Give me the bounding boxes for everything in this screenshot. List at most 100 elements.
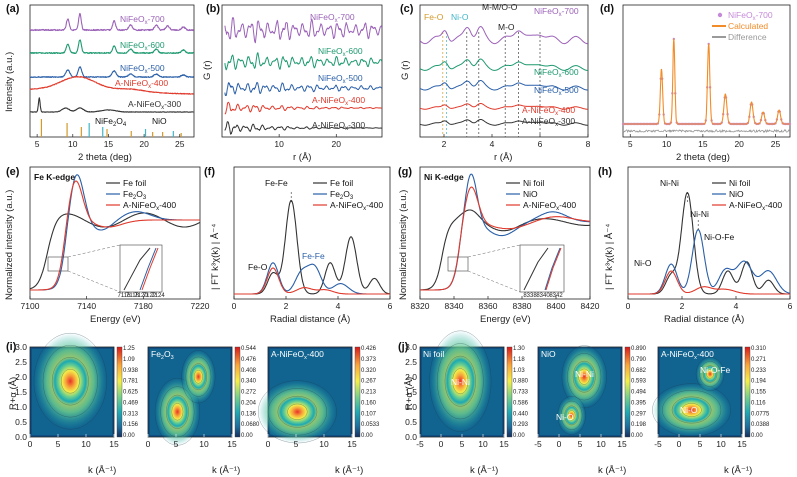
panel-f: (f) | FT k³χ(k) | Å⁻⁴ Radial distance (Å… <box>204 166 393 325</box>
g-inset-ni-foil <box>523 247 549 291</box>
e-ticklabel-7100: 7100 <box>21 301 40 311</box>
j-ytick-2.5: 2.5 <box>405 357 417 367</box>
a-label-700: NiFeOx-700 <box>120 14 165 26</box>
j-colorbar-3-tick-1: 0.271 <box>751 357 767 363</box>
panel-b: (b) G (r) r (Å) 10 20 NiFeOx-700 NiFeOx-6… <box>202 3 383 163</box>
g-inset-ticklabel-8338: 8338 <box>523 293 537 299</box>
j-map-2-contour-1-3 <box>560 400 583 430</box>
d-ticklabel-20: 20 <box>734 139 744 149</box>
i-colorbar-3-tick-4: 0.213 <box>361 390 377 396</box>
panel-d-xticks: 5 10 15 20 25 <box>628 134 780 149</box>
panel-b-xticks: 10 20 <box>274 134 341 149</box>
panel-j-ylabel: R+α (Å) <box>404 377 415 410</box>
panel-f-xticks: 0 2 4 6 <box>232 296 393 311</box>
g-inset-curves <box>523 247 562 291</box>
i-colorbar-3-tick-7: 0.0533 <box>361 422 380 428</box>
b-ticklabel-20: 20 <box>332 139 342 149</box>
c-label-400: A-NiFeOx-400 <box>522 105 575 117</box>
a-series-anifeox-300 <box>29 97 194 113</box>
b-label-700: NiFeOx-700 <box>310 12 355 24</box>
j-map-1: 1.30 1.18 1.03 0.880 0.733 0.586 0.440 0.293 0.0… <box>405 330 529 449</box>
h-annot-niofe: Ni-O-Fe <box>704 232 734 242</box>
panel-f-frame <box>233 166 391 300</box>
a-label-500: NiFeOx-500 <box>120 63 165 75</box>
panel-f-ylabel: | FT k³χ(k) | Å⁻⁴ <box>210 224 221 290</box>
panel-g-curves <box>420 173 591 291</box>
panel-e-curves <box>29 174 201 291</box>
i-map-2-contour-0-1 <box>171 403 184 421</box>
j-colorbar-1-tick-5: 0.586 <box>513 400 529 406</box>
panel-i-maps: 1.25 1.09 0.938 0.781 0.625 0.469 0.313 0.156 0.… <box>15 333 380 449</box>
h-legend-nio: NiO <box>729 189 744 199</box>
f-series-anifeox-400 <box>233 267 391 295</box>
c-annot-nio: Ni-O <box>451 12 469 22</box>
i-colorbar-3-tick-1: 0.373 <box>361 357 377 363</box>
a-label-600: NiFeOx-600 <box>120 40 165 52</box>
f-legend-fe2o3: Fe2O3 <box>330 189 354 201</box>
g-title: Ni K-edge <box>424 172 464 182</box>
j-map-1-contour-0-3 <box>437 343 484 420</box>
d-difference-line <box>622 129 790 133</box>
b-label-500: NiFeOx-500 <box>318 73 363 85</box>
panel-c-xticks: 2 4 6 8 <box>442 134 591 149</box>
c-series-nifeox-600 <box>419 58 588 71</box>
panel-j-xlabel-3: k (Å⁻¹) <box>724 465 752 476</box>
f-ticklabel-4: 4 <box>336 301 341 311</box>
j-map-1-title: Ni foil <box>423 349 444 359</box>
e-inset-ticklabel-7120: 7120 <box>134 293 148 299</box>
c-annot-mm: M-M/O-O <box>482 2 518 12</box>
i-colorbar-2-tick-2: 0.408 <box>241 368 257 374</box>
e-inset-fe2o3 <box>139 247 157 291</box>
panel-i-label: (i) <box>6 341 17 353</box>
j-map-2-contour-0-2 <box>572 360 596 393</box>
panel-a-xticks: 5 10 15 20 25 <box>35 134 185 149</box>
b-series-anifeox-400 <box>224 101 383 115</box>
i-colorbar-2-tick-4: 0.272 <box>241 390 257 396</box>
a-label-400: A-NiFeOx-400 <box>115 78 168 90</box>
panel-a-ylabel: Intensity (a.u.) <box>4 52 15 112</box>
i-map-1-xticklabel-5: 5 <box>56 439 61 449</box>
panel-j: (j) R+α (Å) k (Å⁻¹) k (Å⁻¹) k (Å⁻¹) 1.30… <box>398 330 770 476</box>
c-annot-feo: Fe-O <box>424 12 444 22</box>
i-map-1-xticklabel-0: 0 <box>28 439 33 449</box>
j-ytick-3: 3.0 <box>405 342 417 352</box>
g-legend-nifoil: Ni foil <box>523 178 544 188</box>
i-colorbar-2 <box>234 346 241 438</box>
i-colorbar-3-tick-8: 0.00 <box>361 433 373 439</box>
g-series-ni-foil <box>420 209 590 291</box>
panel-d: (d) 2 theta (deg) 5 10 15 20 25 NiFeOx-700 C… <box>600 3 792 163</box>
panel-h-xticks: 0 2 4 6 <box>626 296 793 311</box>
j-colorbar-3-tick-5: 0.116 <box>751 400 766 406</box>
panel-h: (h) | FT k³χ(k) | Å⁻⁴ Radial distance (Å… <box>598 166 793 325</box>
j-map-3-xticklabel--5: -5 <box>654 439 662 449</box>
j-map-3-contour-0-2 <box>671 396 712 424</box>
i-map-2-xticklabel-5: 5 <box>174 439 179 449</box>
h-series-anifeox-400 <box>627 270 791 295</box>
c-series-anifeox-300 <box>419 119 588 126</box>
i-colorbar-1 <box>116 346 123 438</box>
j-colorbar-2-tick-8: 0.00 <box>631 433 643 439</box>
c-label-300: A-NiFeOx-300 <box>522 116 575 128</box>
j-map-2-xticklabel-5: 5 <box>578 439 583 449</box>
panel-i-xlabel-2: k (Å⁻¹) <box>212 465 240 476</box>
j-colorbar-3-tick-0: 0.310 <box>751 346 767 352</box>
g-inset-nio <box>544 247 561 291</box>
panel-h-ylabel: | FT k³χ(k) | Å⁻⁴ <box>604 224 615 290</box>
j-ytick-2: 2.0 <box>405 372 417 382</box>
i-colorbar-2-tick-3: 0.340 <box>241 379 257 385</box>
i-map-3-xticklabel-0: 0 <box>266 439 271 449</box>
g-zoom-connector-top <box>467 244 521 258</box>
i-colorbar-3 <box>354 346 361 438</box>
i-map-2-contour-1-4 <box>181 350 216 404</box>
d-legend-calc: Calculated <box>728 21 768 31</box>
e-zoom-connector-bottom <box>67 270 121 293</box>
c-label-700: NiFeOx-700 <box>534 6 579 18</box>
i-map-1-core-0 <box>52 357 89 406</box>
j-map-2-xticklabel-15: 15 <box>617 439 627 449</box>
j-colorbar-1-tick-7: 0.293 <box>513 422 529 428</box>
panel-f-curves <box>233 192 391 295</box>
g-zoom-connector-bottom <box>467 270 521 293</box>
panel-c-curves <box>419 26 588 126</box>
panel-g: (g) Normalized intensity (a.u.) Energy (… <box>398 166 600 325</box>
h-ticklabel-0: 0 <box>626 301 631 311</box>
